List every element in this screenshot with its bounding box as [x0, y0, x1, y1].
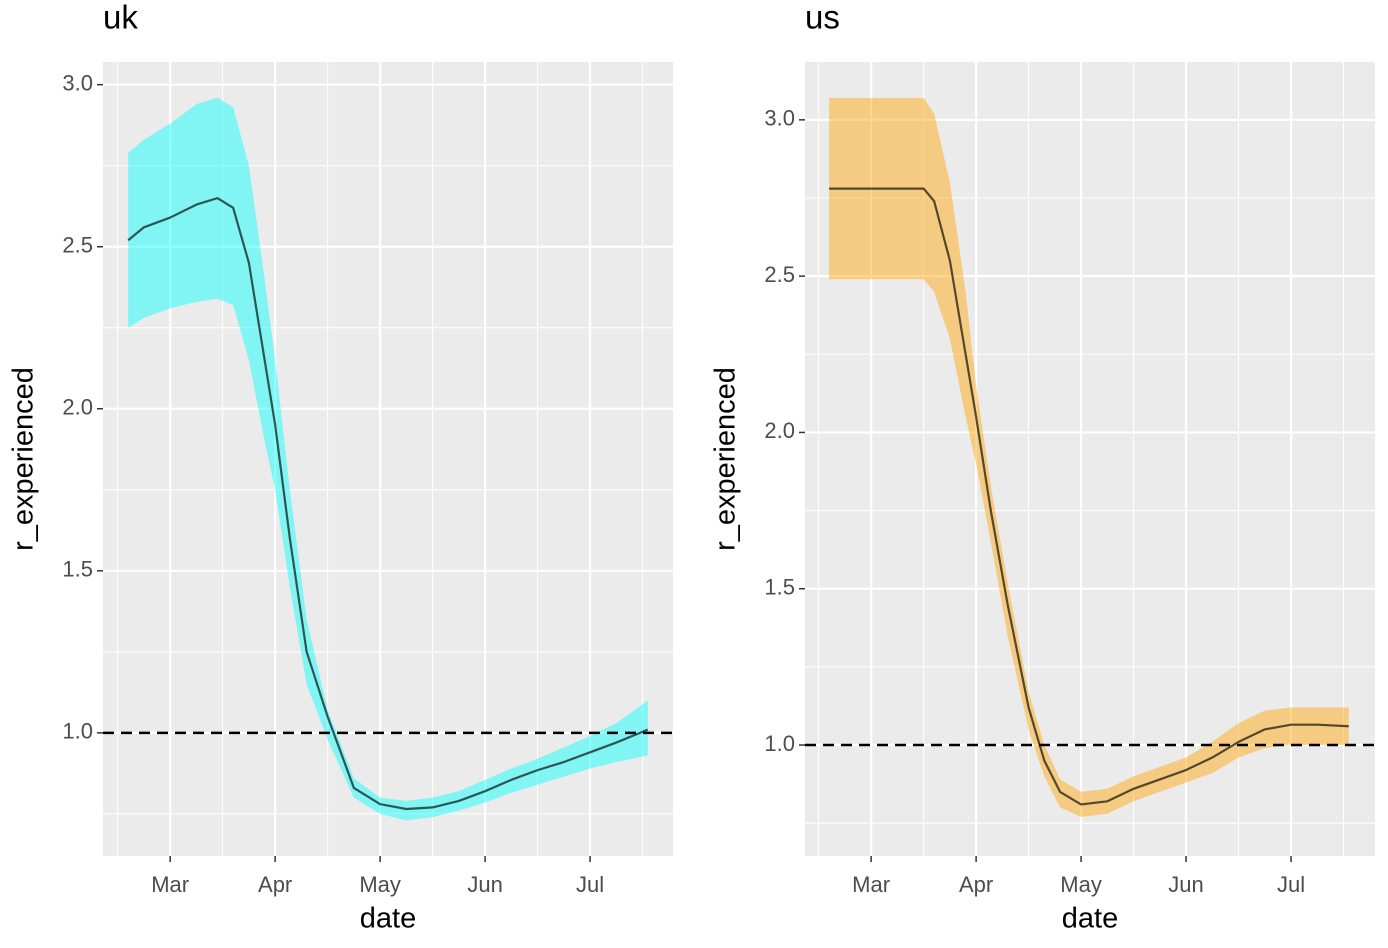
x-tick-label: Jun	[1168, 872, 1203, 897]
y-tick-label: 3.0	[62, 70, 93, 95]
y-axis-label: r_experienced	[710, 367, 742, 551]
x-axis-label: date	[1062, 903, 1118, 935]
line	[127, 197, 649, 811]
chart-title: us	[805, 0, 840, 36]
x-tick-label: Jun	[467, 872, 502, 897]
x-tick-label: Jul	[576, 872, 604, 897]
x-tick-label: Mar	[151, 872, 189, 897]
x-tick-label: Jul	[1277, 872, 1305, 897]
x-tick-label: May	[1060, 872, 1102, 897]
line	[829, 187, 1349, 806]
x-tick-label: Mar	[852, 872, 890, 897]
y-tick-label: 1.5	[764, 575, 795, 600]
chart-title: uk	[103, 0, 138, 36]
confidence-band	[128, 97, 648, 821]
x-tick-label: May	[359, 872, 401, 897]
x-tick-label: Apr	[959, 872, 993, 897]
y-tick-label: 2.0	[62, 395, 93, 420]
y-tick-label: 1.0	[764, 731, 795, 756]
confidence-band	[829, 97, 1349, 817]
panel-background	[103, 62, 673, 856]
y-tick-label: 1.0	[62, 719, 93, 744]
y-tick-label: 2.5	[764, 262, 795, 287]
y-tick-label: 2.5	[62, 233, 93, 258]
y-axis-label: r_experienced	[8, 367, 40, 551]
panel-background	[805, 62, 1375, 856]
y-tick-label: 2.0	[764, 418, 795, 443]
x-axis-label: date	[360, 903, 416, 935]
y-tick-label: 1.5	[62, 557, 93, 582]
x-tick-label: Apr	[258, 872, 292, 897]
y-tick-label: 3.0	[764, 106, 795, 131]
